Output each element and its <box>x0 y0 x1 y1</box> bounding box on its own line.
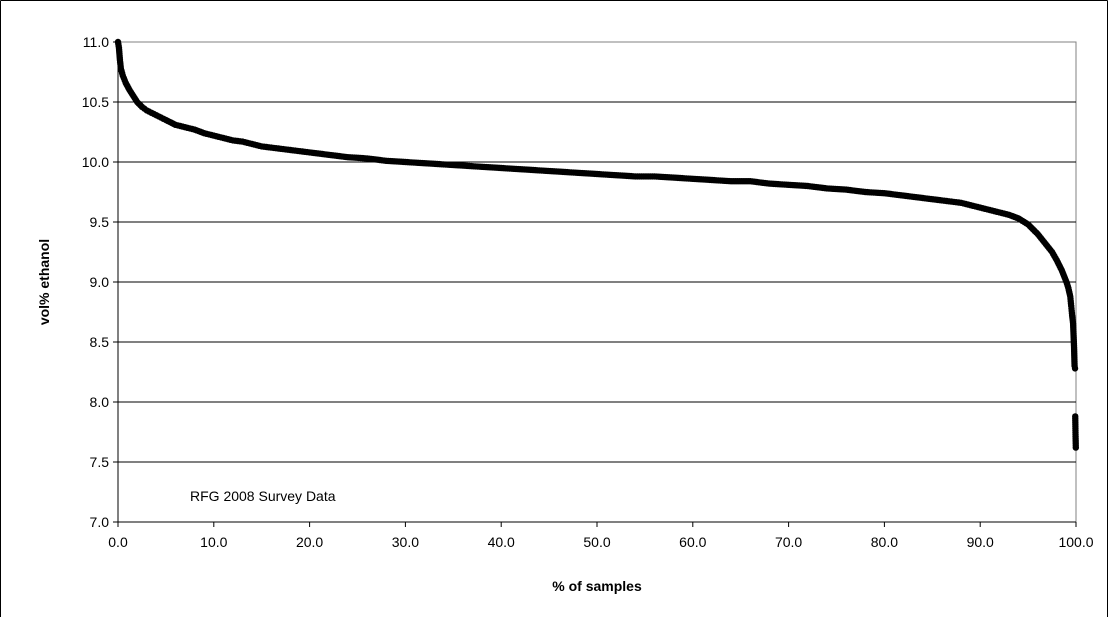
x-axis: 0.0 10.0 20.0 30.0 40.0 50.0 60.0 70.0 80.0 90.0 1… <box>108 521 1094 550</box>
y-tick-label: 9.5 <box>90 214 110 230</box>
y-tick-label: 10.5 <box>82 94 109 110</box>
x-tick-label: 30.0 <box>392 534 419 550</box>
x-tick-label: 40.0 <box>488 534 515 550</box>
x-tick-label: 60.0 <box>679 534 706 550</box>
data-point-526 <box>1072 444 1080 451</box>
y-tick-label: 7.0 <box>90 514 110 530</box>
x-tick-label: 70.0 <box>775 534 802 550</box>
y-tick-label: 10.0 <box>82 154 109 170</box>
annotation-label: RFG 2008 Survey Data <box>190 488 336 504</box>
data-point-510 <box>1071 365 1079 372</box>
x-tick-label: 0.0 <box>108 534 128 550</box>
y-tick-label: 8.0 <box>90 394 110 410</box>
x-tick-label: 50.0 <box>583 534 610 550</box>
x-tick-label: 90.0 <box>967 534 994 550</box>
x-tick-label: 100.0 <box>1058 534 1093 550</box>
y-tick-label: 9.0 <box>90 274 110 290</box>
x-tick-label: 20.0 <box>296 534 323 550</box>
gridlines <box>118 101 1076 463</box>
y-tick-label: 11.0 <box>83 34 109 50</box>
y-axis-title: vol% ethanol <box>36 239 52 325</box>
data-points <box>114 38 1080 451</box>
y-tick-label: 7.5 <box>90 454 110 470</box>
y-axis: 7.0 7.5 8.0 8.5 9.0 9.5 10.0 10.5 11.0 <box>82 34 119 530</box>
y-tick-label: 8.5 <box>90 334 110 350</box>
x-axis-title: % of samples <box>552 578 642 594</box>
x-tick-label: 80.0 <box>871 534 898 550</box>
x-tick-label: 10.0 <box>200 534 227 550</box>
